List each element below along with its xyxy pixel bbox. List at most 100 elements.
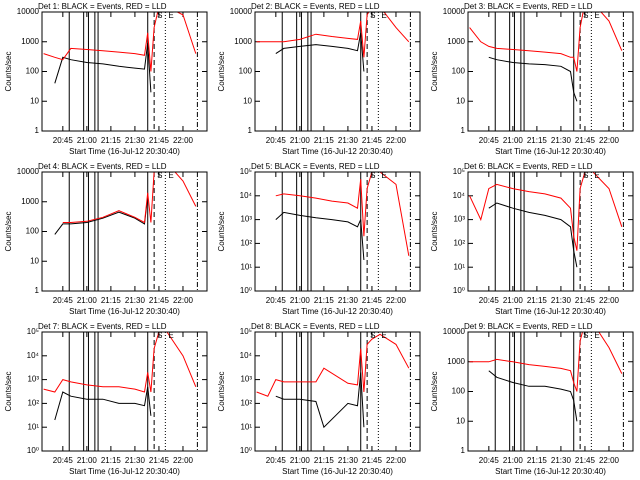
plot-area bbox=[256, 332, 411, 451]
x-tick-label: 21:30 bbox=[338, 296, 359, 305]
x-tick-label: 22:00 bbox=[599, 456, 620, 465]
x-axis-label: Start Time (16-Jul-12 20:30:40) bbox=[282, 467, 393, 476]
chart-title: Det 9: BLACK = Events, RED = LLD bbox=[464, 322, 593, 331]
x-tick-label: 20:45 bbox=[266, 456, 287, 465]
chart-title: Det 8: BLACK = Events, RED = LLD bbox=[251, 322, 380, 331]
x-tick-label: 21:00 bbox=[290, 456, 311, 465]
x-tick-label: 22:00 bbox=[386, 456, 407, 465]
marker-label: E bbox=[381, 11, 386, 20]
y-tick-label: 10000 bbox=[17, 167, 40, 176]
y-tick-label: 10000 bbox=[443, 7, 466, 16]
series-line bbox=[256, 333, 410, 397]
series-line bbox=[43, 332, 197, 393]
y-tick-label: 10¹ bbox=[453, 262, 465, 271]
plot-frame bbox=[41, 171, 208, 292]
x-tick-label: 21:45 bbox=[149, 456, 170, 465]
series-line bbox=[275, 372, 365, 429]
y-tick-label: 1 bbox=[35, 126, 40, 135]
y-tick-label: 10³ bbox=[240, 215, 252, 224]
marker-label: S bbox=[583, 11, 588, 20]
x-tick-label: 21:00 bbox=[503, 296, 524, 305]
y-tick-label: 10¹ bbox=[240, 262, 252, 271]
x-tick-label: 21:30 bbox=[551, 136, 572, 145]
y-tick-label: 100 bbox=[26, 67, 40, 76]
x-tick-label: 21:45 bbox=[575, 296, 596, 305]
x-tick-label: 21:00 bbox=[77, 296, 98, 305]
x-tick-label: 21:00 bbox=[77, 456, 98, 465]
x-tick-label: 21:00 bbox=[290, 296, 311, 305]
x-tick-label: 21:30 bbox=[125, 456, 146, 465]
series-line bbox=[43, 12, 197, 72]
series-line bbox=[488, 202, 578, 268]
series-line bbox=[275, 211, 365, 261]
x-tick-label: 22:00 bbox=[173, 136, 194, 145]
y-tick-label: 10 bbox=[243, 96, 252, 105]
series-line bbox=[54, 43, 152, 93]
plot-frame bbox=[254, 171, 421, 292]
marker-label: E bbox=[594, 331, 599, 340]
y-tick-label: 10² bbox=[240, 239, 252, 248]
marker-label: E bbox=[168, 11, 173, 20]
x-tick-label: 22:00 bbox=[386, 136, 407, 145]
plot-area bbox=[469, 12, 624, 131]
x-tick-label: 21:15 bbox=[527, 296, 548, 305]
x-tick-label: 21:45 bbox=[362, 456, 383, 465]
y-tick-label: 10⁵ bbox=[240, 327, 252, 336]
x-tick-label: 21:15 bbox=[101, 456, 122, 465]
y-tick-label: 10 bbox=[456, 416, 465, 425]
x-tick-label: 21:45 bbox=[149, 296, 170, 305]
y-tick-label: 10¹ bbox=[240, 422, 252, 431]
x-tick-label: 21:30 bbox=[338, 136, 359, 145]
chart-title: Det 5: BLACK = Events, RED = LLD bbox=[251, 162, 380, 171]
x-tick-label: 21:00 bbox=[503, 136, 524, 145]
x-tick-label: 20:45 bbox=[266, 296, 287, 305]
plot-area bbox=[469, 172, 624, 291]
plot-frame bbox=[254, 11, 421, 132]
y-tick-label: 10⁴ bbox=[240, 191, 253, 200]
series-line bbox=[62, 172, 197, 224]
x-tick-label: 21:00 bbox=[503, 456, 524, 465]
y-tick-label: 1 bbox=[35, 286, 40, 295]
y-tick-label: 1 bbox=[461, 126, 466, 135]
x-tick-label: 22:00 bbox=[386, 296, 407, 305]
x-axis-label: Start Time (16-Jul-12 20:30:40) bbox=[69, 147, 180, 156]
series-line bbox=[54, 196, 149, 235]
y-tick-label: 10⁰ bbox=[240, 446, 252, 455]
y-axis-label: Counts/sec bbox=[217, 211, 226, 251]
y-tick-label: 10⁰ bbox=[240, 286, 252, 295]
y-axis-label: Counts/sec bbox=[430, 371, 439, 411]
x-tick-label: 21:30 bbox=[125, 296, 146, 305]
plot-frame bbox=[254, 331, 421, 452]
y-tick-label: 10 bbox=[30, 96, 39, 105]
x-tick-label: 21:15 bbox=[314, 456, 335, 465]
chart-title: Det 6: BLACK = Events, RED = LLD bbox=[464, 162, 593, 171]
y-tick-label: 1000 bbox=[21, 37, 39, 46]
x-tick-label: 20:45 bbox=[479, 136, 500, 145]
y-tick-label: 100 bbox=[452, 387, 466, 396]
y-tick-label: 1 bbox=[461, 446, 466, 455]
plot-area bbox=[256, 12, 411, 131]
marker-label: E bbox=[381, 331, 386, 340]
plot-area bbox=[43, 332, 198, 451]
y-tick-label: 10000 bbox=[230, 7, 253, 16]
marker-label: S bbox=[157, 331, 162, 340]
marker-label: E bbox=[168, 171, 173, 180]
x-tick-label: 22:00 bbox=[173, 456, 194, 465]
plot-frame bbox=[467, 11, 634, 132]
x-tick-label: 21:30 bbox=[338, 456, 359, 465]
y-tick-label: 10² bbox=[453, 239, 465, 248]
x-tick-label: 21:45 bbox=[575, 456, 596, 465]
chart-title: Det 7: BLACK = Events, RED = LLD bbox=[38, 322, 167, 331]
series-line bbox=[275, 32, 365, 72]
marker-label: S bbox=[157, 11, 162, 20]
y-tick-label: 10⁴ bbox=[453, 191, 466, 200]
y-tick-label: 10000 bbox=[17, 7, 40, 16]
plot-frame bbox=[41, 331, 208, 452]
y-axis-label: Counts/sec bbox=[4, 371, 13, 411]
x-tick-label: 21:15 bbox=[101, 296, 122, 305]
marker-label: S bbox=[583, 171, 588, 180]
y-tick-label: 10² bbox=[240, 399, 252, 408]
y-tick-label: 10000 bbox=[443, 327, 466, 336]
marker-label: S bbox=[370, 11, 375, 20]
x-tick-label: 22:00 bbox=[599, 296, 620, 305]
